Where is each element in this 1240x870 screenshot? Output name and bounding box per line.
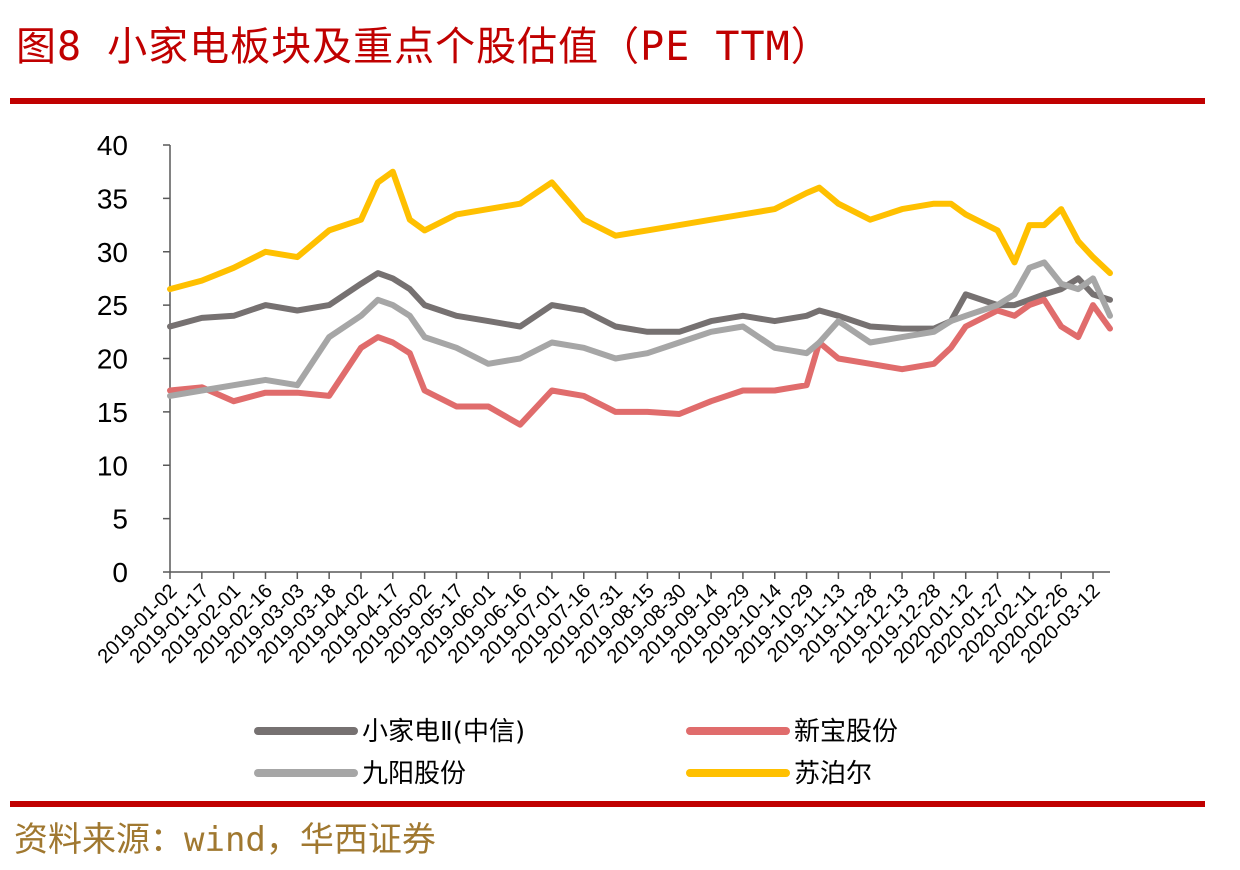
series-line-1 [167, 270, 1113, 335]
y-tick-label: 40 [97, 130, 128, 161]
y-tick-label: 15 [97, 397, 128, 428]
series-line-4 [167, 168, 1113, 293]
legend-label-2: 新宝股份 [794, 717, 898, 747]
y-tick-label: 30 [97, 237, 128, 268]
top-rule [10, 98, 1205, 104]
chart-axes [163, 144, 1110, 579]
y-tick-label: 5 [112, 504, 128, 535]
source-note: 资料来源：wind，华西证券 [14, 820, 436, 860]
y-tick-label: 10 [97, 450, 128, 481]
legend-label-4: 苏泊尔 [794, 759, 872, 789]
y-tick-labels: 0 5 10 15 20 25 30 35 40 [97, 130, 128, 588]
legend-label-3: 九阳股份 [362, 759, 466, 789]
chart-series [167, 168, 1113, 428]
y-tick-label: 25 [97, 290, 128, 321]
y-tick-label: 35 [97, 183, 128, 214]
legend-label-1: 小家电Ⅱ(中信) [362, 717, 525, 747]
series-line-2 [167, 296, 1113, 428]
figure-title: 图8 小家电板块及重点个股估值（PE TTM） [16, 24, 832, 70]
series-line-3 [167, 259, 1113, 399]
y-tick-label: 0 [112, 557, 128, 588]
bottom-rule [10, 801, 1205, 807]
y-tick-label: 20 [97, 344, 128, 375]
x-tick-labels: 2019-01-022019-01-172019-02-012019-02-16… [94, 580, 1105, 668]
